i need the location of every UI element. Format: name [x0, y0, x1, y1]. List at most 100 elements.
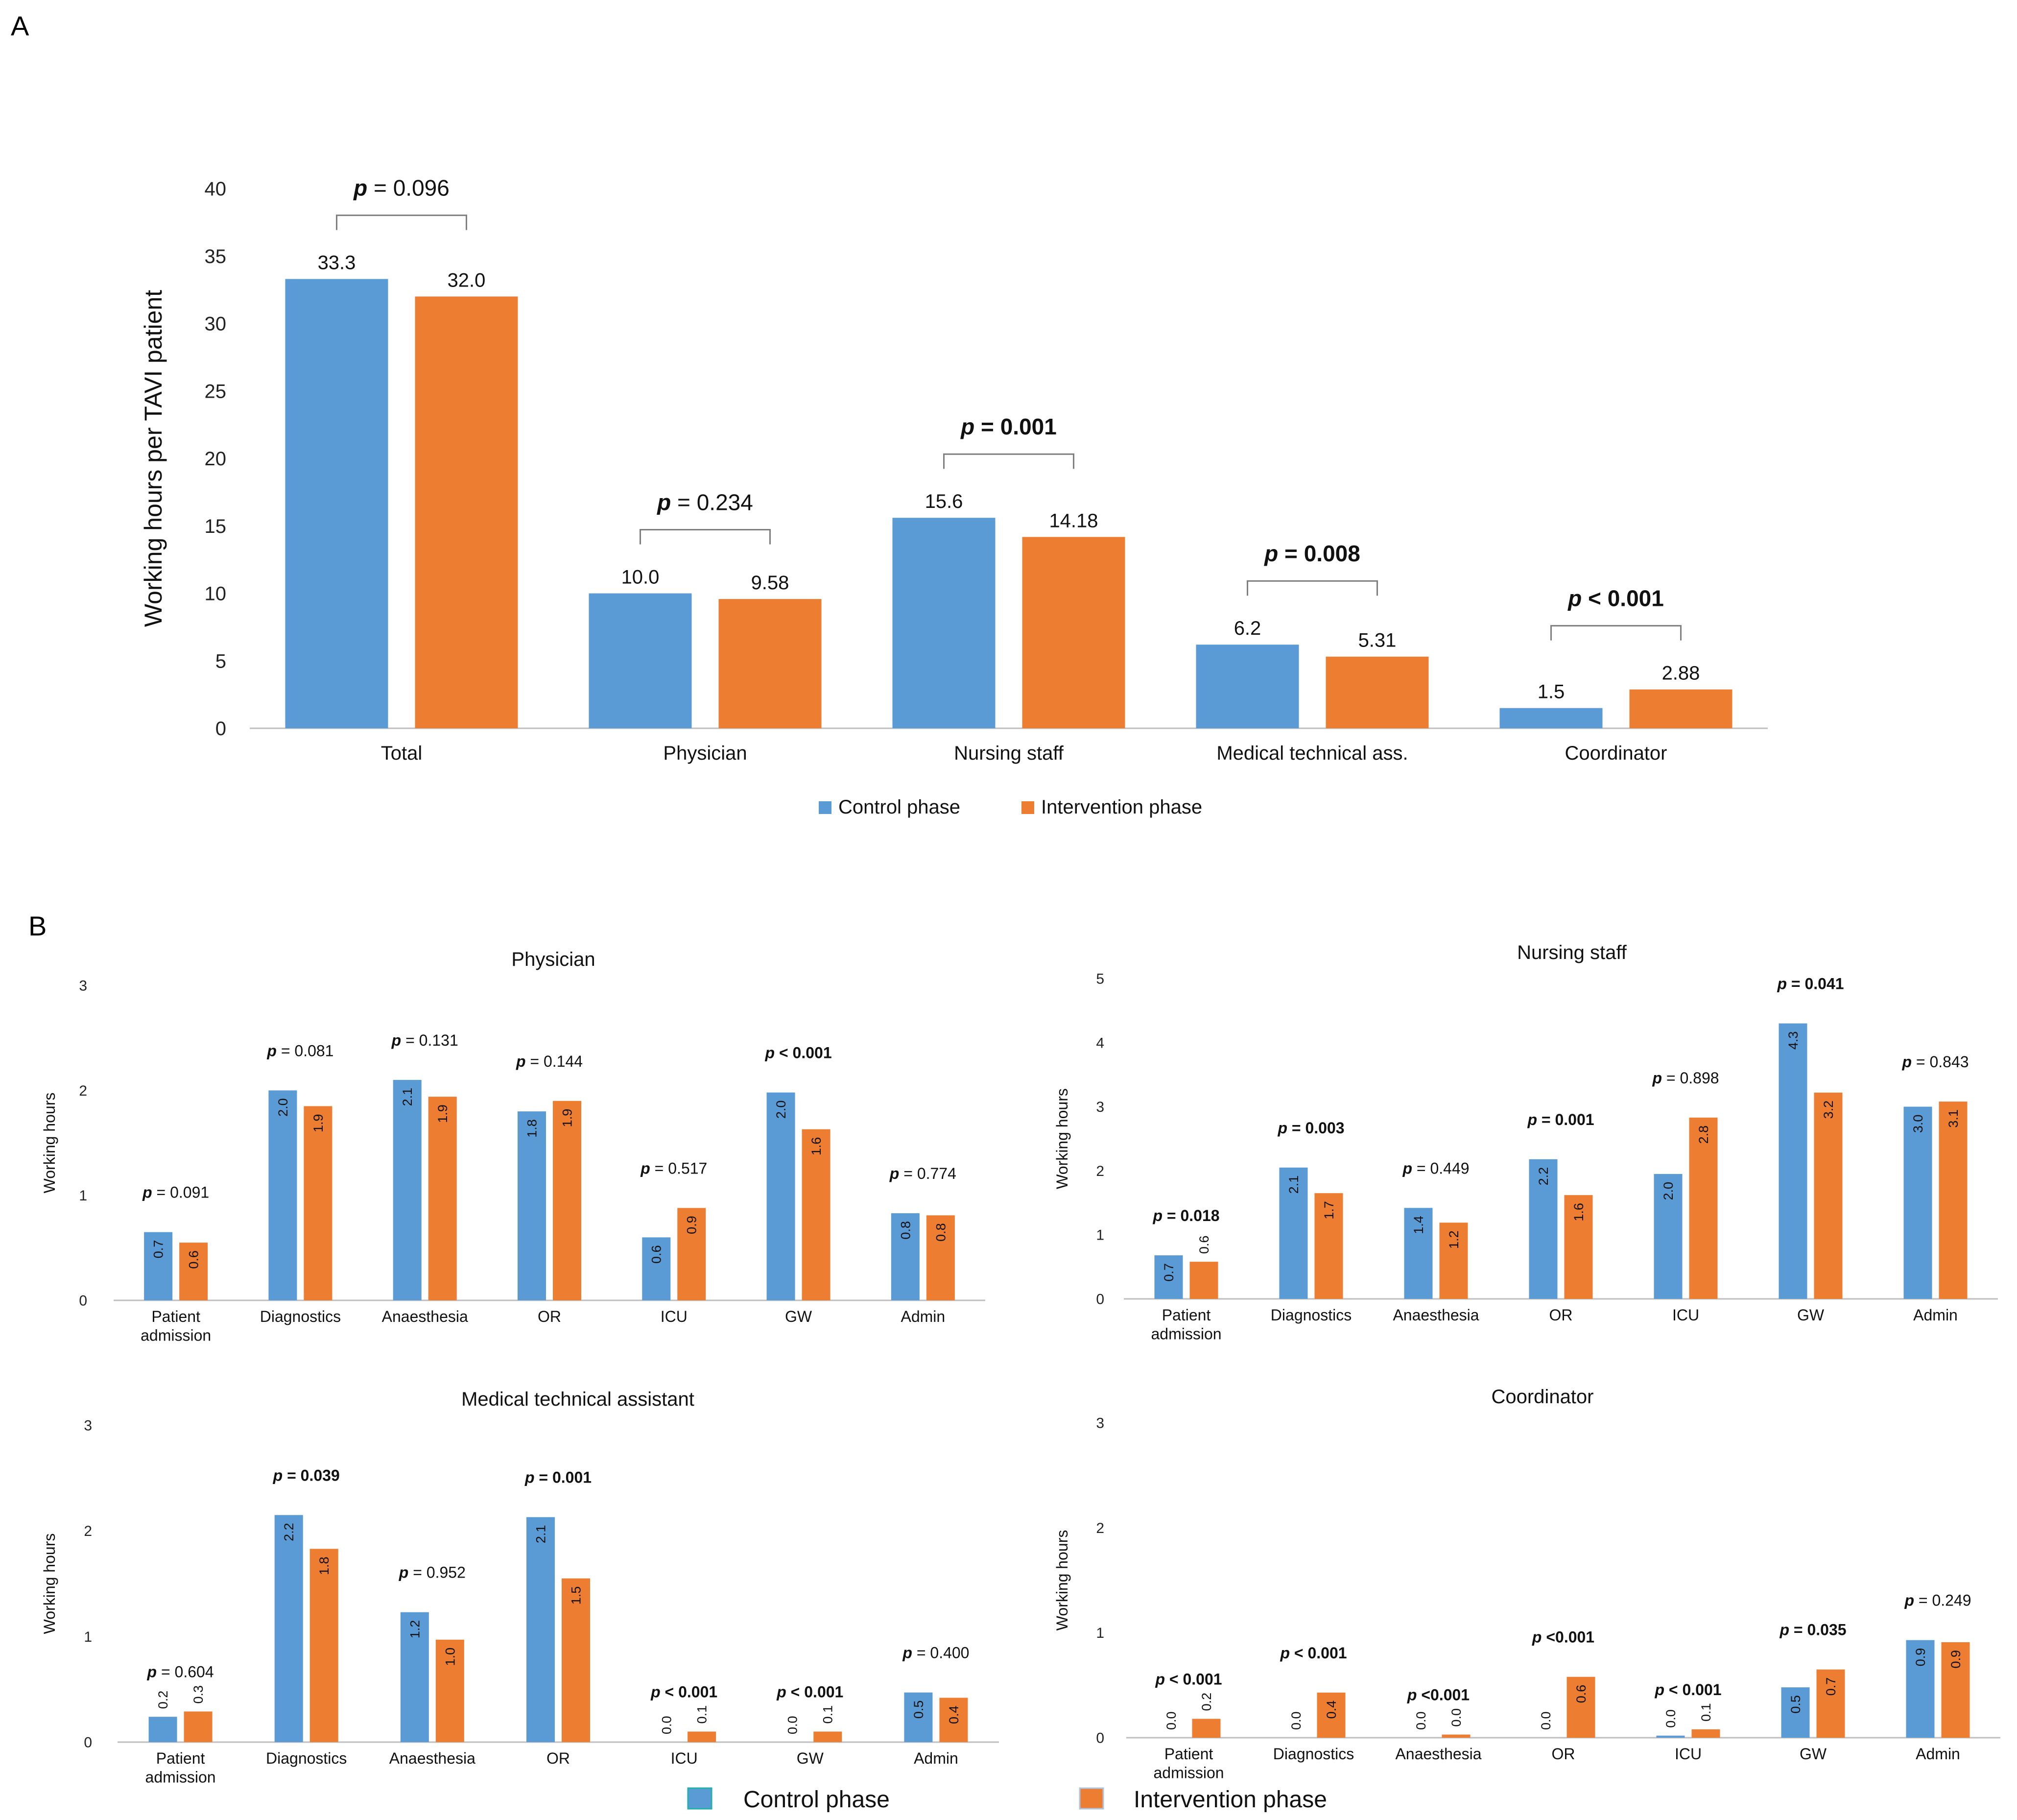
- y-tick-label: 1: [84, 1629, 92, 1645]
- data-label-control: 6.2: [1234, 618, 1261, 639]
- data-label-intervention: 1.0: [443, 1648, 457, 1666]
- p-value-text: = 0.091: [152, 1184, 210, 1201]
- data-label-control: 1.5: [1538, 681, 1565, 703]
- data-label-control: 2.1: [533, 1525, 548, 1544]
- x-tick-label: Diagnostics: [260, 1308, 341, 1325]
- p-value-label: p = 0.001: [960, 414, 1057, 439]
- bar-intervention-4: [677, 1208, 706, 1300]
- p-value-text: = 0.041: [1787, 975, 1844, 993]
- p-value-label: p = 0.952: [399, 1564, 466, 1581]
- bar-control-1: [274, 1515, 303, 1742]
- p-value-label: p = 0.081: [266, 1042, 333, 1059]
- bar-control-4: [1499, 708, 1603, 728]
- y-tick-label: 2: [79, 1083, 87, 1099]
- x-tick-label: Patient admission: [141, 1308, 211, 1344]
- bar-intervention-3: [562, 1578, 590, 1742]
- bar-control-5: [766, 1092, 795, 1300]
- x-tick-label: Anaesthesia: [382, 1308, 468, 1325]
- y-axis-label: Working hours per TAVI patient: [140, 290, 167, 627]
- p-value-text: = 0.144: [526, 1053, 583, 1070]
- chart-layer: Working hours per TAVI patient0510152025…: [41, 175, 2000, 1786]
- p-symbol: p: [1155, 1670, 1165, 1688]
- bar-control-0: [148, 1717, 177, 1742]
- data-label-control: 0.6: [649, 1245, 664, 1264]
- data-label-control: 0.7: [151, 1240, 166, 1259]
- p-symbol: p: [142, 1184, 152, 1201]
- p-value-label: p = 0.096: [353, 175, 450, 201]
- p-value-label: p = 0.517: [640, 1159, 707, 1177]
- x-tick-label-line: admission: [1153, 1764, 1224, 1781]
- bar-control-5: [1779, 1023, 1807, 1299]
- bar-intervention-6: [939, 1698, 968, 1742]
- y-tick-label: 3: [1096, 1415, 1104, 1432]
- p-value-text: < 0.001: [661, 1683, 718, 1700]
- data-label-intervention: 0.6: [187, 1250, 201, 1269]
- x-tick-label: GW: [1797, 1306, 1825, 1324]
- data-label-intervention: 0.4: [947, 1705, 961, 1724]
- bar-intervention-6: [1941, 1642, 1970, 1738]
- bar-intervention-4: [1629, 689, 1732, 728]
- p-symbol: p: [266, 1042, 277, 1059]
- p-value-text: = 0.035: [1789, 1621, 1847, 1639]
- p-value-label: p = 0.449: [1402, 1159, 1469, 1177]
- p-value-label: p = 0.008: [1263, 541, 1360, 566]
- p-symbol: p: [516, 1053, 526, 1070]
- data-label-intervention: 0.7: [1824, 1677, 1838, 1696]
- bar-intervention-3: [1564, 1195, 1593, 1299]
- bar-intervention-0: [1189, 1262, 1218, 1299]
- chart-B4: Coordinator Working hours 0 1 2 3 0.0 0.2 Patien…: [1053, 1386, 2000, 1781]
- p-value-text: = 0.517: [650, 1159, 708, 1177]
- p-value-label: p = 0.001: [524, 1469, 592, 1486]
- data-label-control: 0.0: [660, 1716, 674, 1734]
- data-label-intervention: 1.2: [1447, 1230, 1461, 1249]
- p-value-label: p = 0.604: [147, 1663, 214, 1680]
- data-label-intervention: 0.1: [821, 1705, 835, 1724]
- p-symbol: p: [1407, 1686, 1417, 1704]
- bar-intervention-4: [1691, 1729, 1720, 1738]
- data-label-intervention: 3.2: [1821, 1101, 1836, 1119]
- p-value-label: p = 0.003: [1277, 1119, 1344, 1137]
- data-label-intervention: 0.4: [1324, 1700, 1339, 1719]
- bar-intervention-4: [688, 1731, 716, 1742]
- data-label-intervention: 0.0: [1449, 1708, 1464, 1727]
- p-symbol: p: [1654, 1681, 1664, 1699]
- bar-control-1: [1279, 1167, 1308, 1299]
- p-symbol: p: [1652, 1069, 1662, 1087]
- bar-intervention-1: [1314, 1193, 1343, 1299]
- p-value-label: p < 0.001: [765, 1044, 832, 1062]
- data-label-control: 1.2: [407, 1620, 422, 1639]
- x-tick-label: OR: [538, 1308, 561, 1325]
- bar-intervention-2: [1439, 1222, 1468, 1299]
- data-label-control: 0.5: [1788, 1695, 1803, 1714]
- y-tick-label: 0: [1096, 1292, 1104, 1308]
- data-label-control: 1.4: [1411, 1216, 1426, 1234]
- p-value-text: = 0.400: [912, 1644, 970, 1662]
- p-value-label: p = 0.234: [656, 490, 753, 515]
- x-tick-label: Patient admission: [1153, 1745, 1224, 1781]
- p-symbol: p: [524, 1469, 535, 1486]
- p-symbol: p: [1779, 1621, 1789, 1639]
- p-symbol: p: [1527, 1111, 1537, 1128]
- p-symbol: p: [147, 1663, 157, 1680]
- p-value-label: p = 0.898: [1652, 1069, 1719, 1087]
- significance-bracket: [943, 453, 1074, 469]
- legend-label-intervention: Intervention phase: [1134, 1787, 1327, 1813]
- x-tick-label: ICU: [661, 1308, 688, 1325]
- bar-intervention-0: [179, 1243, 208, 1300]
- bar-control-6: [1906, 1640, 1935, 1738]
- bar-intervention-6: [926, 1215, 955, 1300]
- p-symbol: p: [765, 1044, 775, 1062]
- x-tick-label-line: admission: [145, 1768, 216, 1786]
- p-value-text: = 0.001: [535, 1469, 592, 1486]
- p-value-text: <0.001: [1542, 1628, 1594, 1646]
- bar-control-4: [642, 1237, 671, 1300]
- x-tick-label: Anaesthesia: [389, 1749, 475, 1767]
- x-tick-label: Physician: [663, 742, 747, 764]
- p-symbol: p: [1777, 975, 1787, 993]
- bar-intervention-3: [553, 1101, 581, 1300]
- bar-intervention-5: [813, 1731, 842, 1742]
- bar-control-6: [1903, 1106, 1932, 1299]
- data-label-intervention: 1.9: [560, 1109, 574, 1127]
- x-tick-label-line: admission: [141, 1326, 211, 1344]
